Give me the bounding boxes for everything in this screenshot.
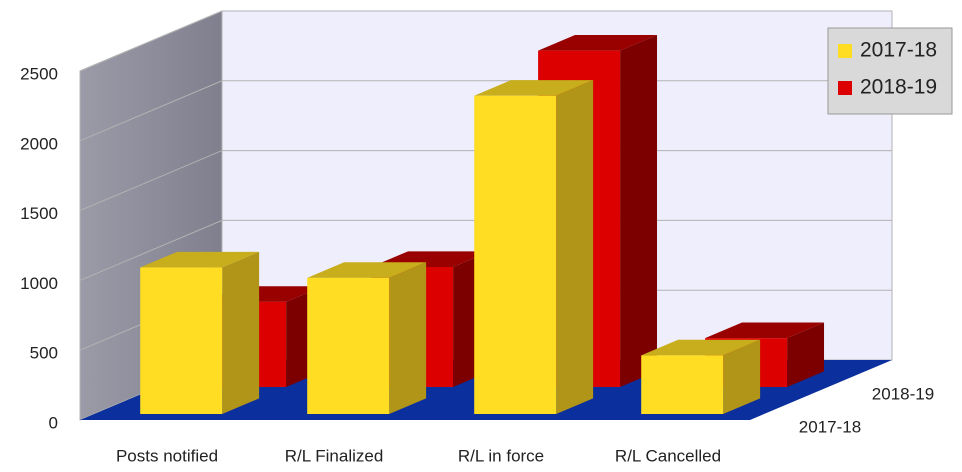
legend-label: 2017-18: [860, 39, 937, 62]
y-tick-label: 0: [49, 413, 58, 432]
legend-swatch: [838, 44, 852, 58]
legend-box: [827, 27, 953, 115]
bar-front: [474, 95, 557, 414]
bar-front: [140, 267, 223, 414]
bar-top: [641, 339, 761, 356]
bar-side: [723, 339, 761, 414]
depth-label: 2017-18: [799, 417, 861, 436]
legend-swatch: [838, 81, 852, 95]
bar: [307, 262, 427, 414]
legend-label: 2018-19: [860, 76, 937, 99]
bar-side: [389, 262, 427, 414]
bar: [641, 339, 761, 414]
bar-top: [307, 262, 427, 278]
legend: 2017-18 2018-19: [827, 27, 953, 115]
depth-label: 2018-19: [872, 384, 934, 403]
x-tick-label: Posts notified: [116, 446, 218, 465]
x-tick-label: R/L Finalized: [285, 446, 384, 465]
bar-top: [705, 322, 825, 339]
bar: [140, 251, 260, 414]
bar-side: [556, 80, 594, 414]
y-tick-label: 2000: [20, 134, 58, 153]
bar: [474, 80, 594, 414]
bar-side: [787, 322, 825, 387]
bar-side: [222, 251, 260, 414]
x-tick-label: R/L Cancelled: [615, 446, 721, 465]
y-tick-label: 1000: [20, 274, 58, 293]
y-tick-label: 2500: [20, 64, 58, 83]
bar-top: [538, 34, 658, 51]
grid-line: [79, 10, 892, 72]
bar-top: [474, 80, 594, 96]
bar-side: [620, 34, 658, 388]
grid-line: [79, 150, 892, 212]
grid-line: [79, 219, 892, 281]
grid-line: [79, 80, 892, 142]
x-tick-label: R/L in force: [458, 446, 544, 465]
y-tick-label: 1500: [20, 204, 58, 223]
bar-front: [307, 277, 390, 414]
bar-front: [641, 355, 724, 414]
bar-top: [140, 251, 260, 268]
y-tick-label: 500: [30, 344, 58, 363]
